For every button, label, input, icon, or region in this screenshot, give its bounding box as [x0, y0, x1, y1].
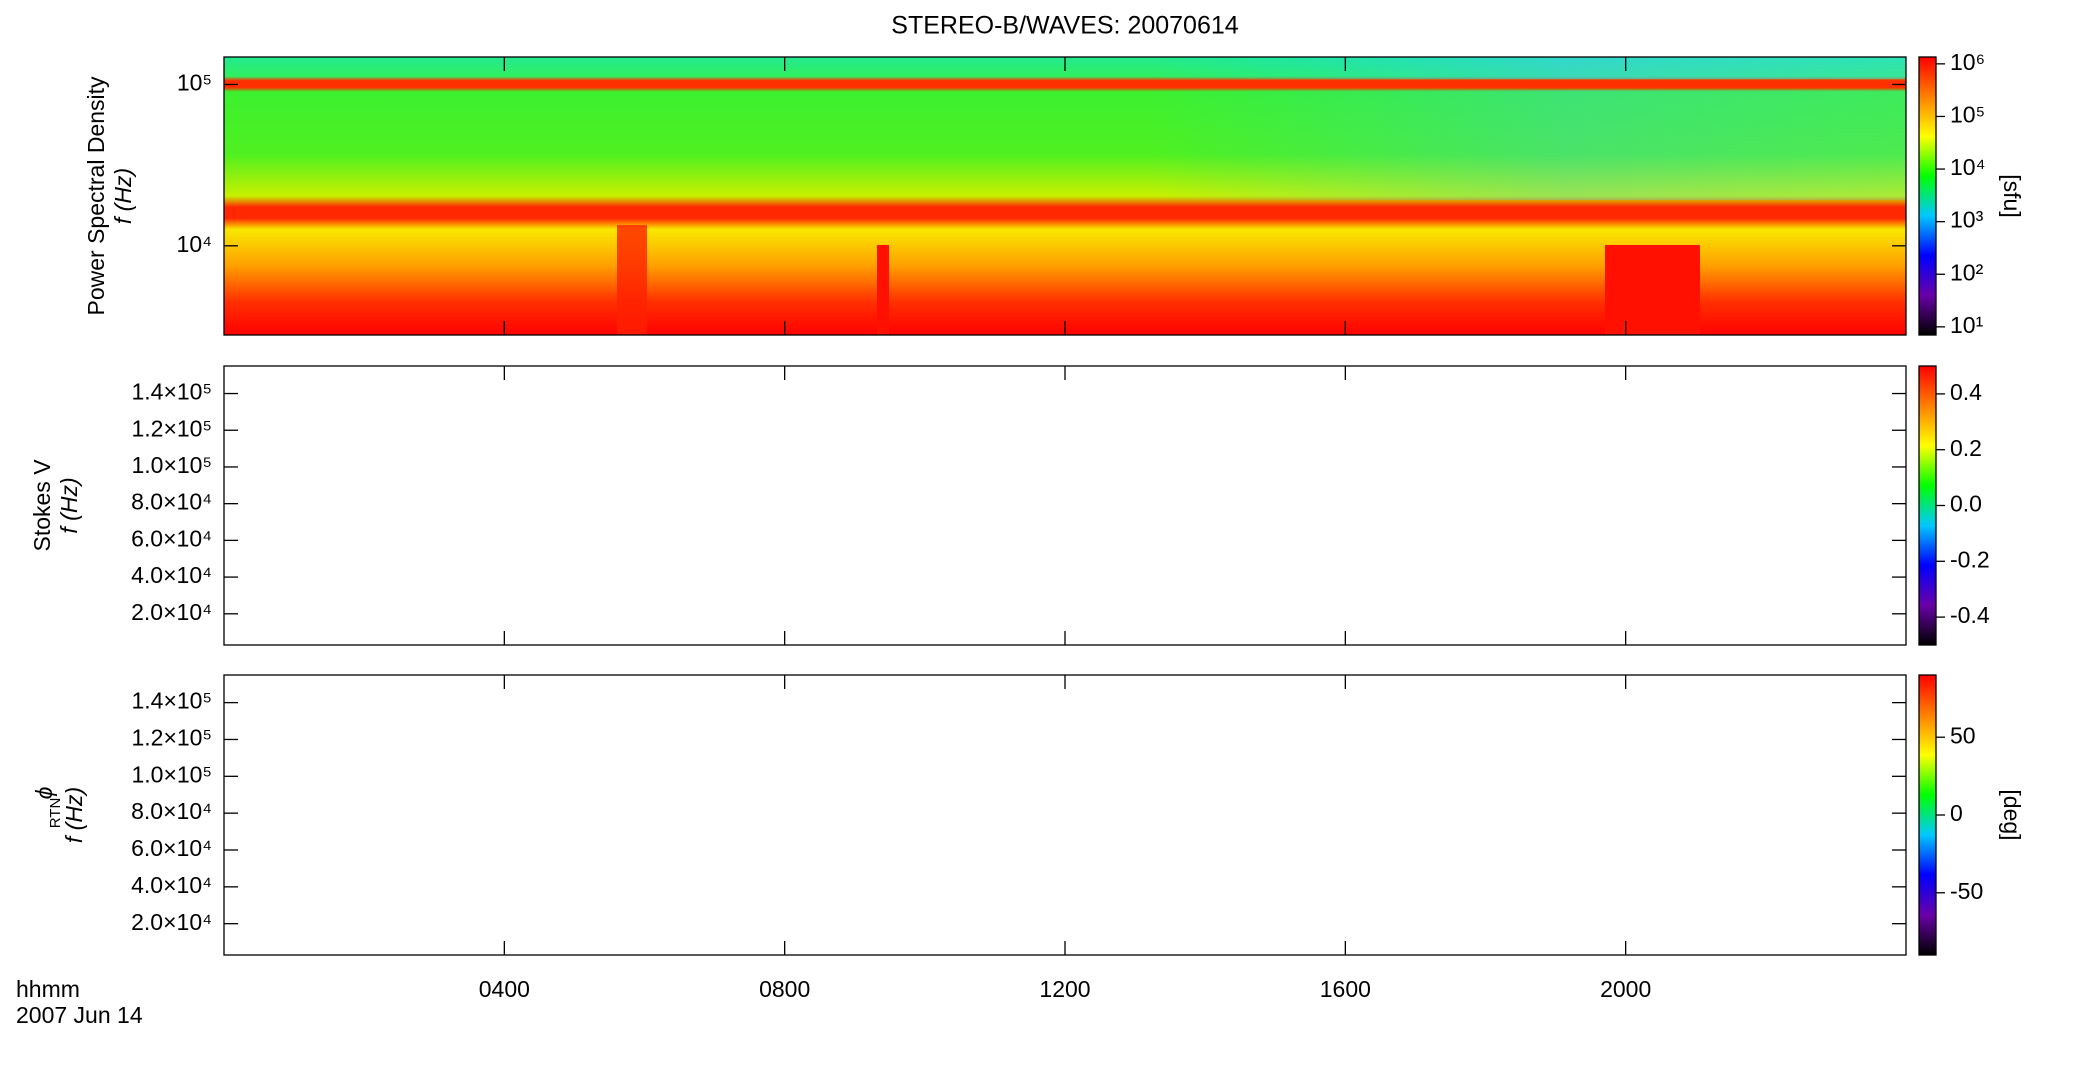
colorbar-tick-label: 10⁴ — [1950, 154, 1985, 180]
x-tick-label: 2000 — [1600, 976, 1651, 1002]
y-tick-label: 2.0×10⁴ — [131, 909, 212, 935]
y-axis-label: f (Hz) — [56, 477, 82, 533]
colorbar-tick-label: 10³ — [1950, 207, 1984, 233]
chart-title: STEREO-B/WAVES: 20070614 — [891, 12, 1238, 40]
y-tick-label: 1.0×10⁵ — [131, 452, 212, 478]
y-axis-label: ϕ — [31, 786, 57, 799]
y-tick-label: 4.0×10⁴ — [131, 562, 212, 588]
y-tick-label: 6.0×10⁴ — [131, 525, 212, 551]
spectrogram-shade — [224, 90, 1906, 200]
colorbar-tick-label: 10¹ — [1950, 312, 1984, 338]
y-tick-label: 1.2×10⁵ — [131, 725, 212, 751]
x-tick-label: 0400 — [479, 976, 530, 1002]
y-tick-label: 2.0×10⁴ — [131, 599, 212, 625]
colorbar-tick-label: 10⁵ — [1950, 102, 1985, 128]
colorbar-tick-label: 10⁶ — [1950, 49, 1985, 75]
x-tick-label: 1600 — [1320, 976, 1371, 1002]
x-tick-label: 0800 — [759, 976, 810, 1002]
date-label: 2007 Jun 14 — [16, 1002, 143, 1028]
y-tick-label: 1.2×10⁵ — [131, 415, 212, 441]
colorbar-label: [deg] — [1999, 789, 2025, 840]
spectrogram-burst — [877, 245, 889, 335]
colorbar — [1918, 56, 1937, 336]
y-tick-label: 1.0×10⁵ — [131, 761, 212, 787]
colorbar-tick-label: -50 — [1950, 878, 1983, 904]
y-tick-label: 8.0×10⁴ — [131, 798, 212, 824]
colorbar-tick-label: -0.2 — [1950, 546, 1990, 572]
y-tick-label: 8.0×10⁴ — [131, 489, 212, 515]
colorbar-tick-label: 10² — [1950, 259, 1984, 285]
colorbar-label: [sfu] — [1999, 174, 2025, 217]
colorbar-tick-label: 0.4 — [1950, 379, 1982, 405]
y-axis-label: Stokes V — [29, 459, 55, 552]
plot-frame — [223, 365, 1907, 646]
x-axis-label: hhmm — [16, 976, 80, 1002]
y-tick-label: 6.0×10⁴ — [131, 835, 212, 861]
spectrogram-burst — [617, 225, 647, 335]
plot-frame — [223, 674, 1907, 956]
y-axis-label: f (Hz) — [61, 787, 87, 843]
spectrogram-burst — [1605, 245, 1700, 335]
colorbar-tick-label: 0.0 — [1950, 491, 1982, 517]
y-axis-label: RTN — [47, 798, 64, 829]
y-tick-label: 10⁵ — [177, 70, 212, 96]
colorbar-tick-label: -0.4 — [1950, 602, 1990, 628]
y-tick-label: 10⁴ — [177, 231, 212, 257]
colorbar-tick-label: 50 — [1950, 722, 1976, 748]
colorbar — [1918, 365, 1937, 646]
colorbar — [1918, 674, 1937, 956]
y-axis-label: Power Spectral Density — [83, 76, 109, 316]
y-tick-label: 1.4×10⁵ — [131, 379, 212, 405]
y-tick-label: 1.4×10⁵ — [131, 688, 212, 714]
colorbar-tick-label: 0 — [1950, 800, 1963, 826]
y-tick-label: 4.0×10⁴ — [131, 872, 212, 898]
colorbar-tick-label: 0.2 — [1950, 435, 1982, 461]
x-tick-label: 1200 — [1039, 976, 1090, 1002]
y-axis-label: f (Hz) — [110, 168, 136, 224]
